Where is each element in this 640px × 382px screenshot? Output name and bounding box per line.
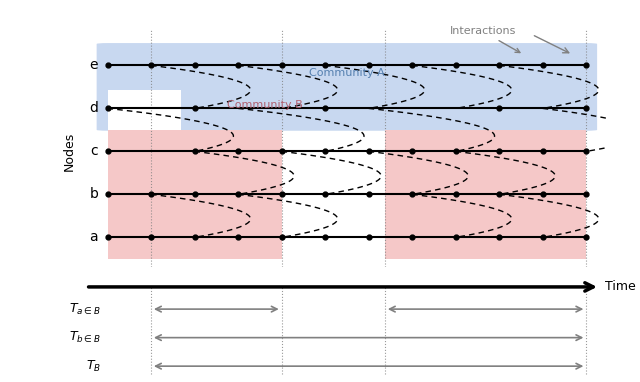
Bar [385,130,586,259]
Text: c: c [90,144,98,159]
Text: Interactions: Interactions [450,26,520,53]
Text: $T_{a\in B}$: $T_{a\in B}$ [70,301,101,317]
Bar [108,91,181,130]
Text: b: b [90,187,99,201]
Text: Community A: Community A [309,68,385,78]
FancyBboxPatch shape [97,43,597,131]
Text: $T_{b\in B}$: $T_{b\in B}$ [69,330,101,345]
Bar [108,130,282,259]
Text: Community B: Community B [227,100,303,110]
Text: Time: Time [605,280,636,293]
Text: a: a [90,230,98,244]
Text: Nodes: Nodes [63,132,76,171]
Text: $T_B$: $T_B$ [86,359,101,374]
Text: e: e [90,58,98,73]
Text: d: d [90,101,99,115]
